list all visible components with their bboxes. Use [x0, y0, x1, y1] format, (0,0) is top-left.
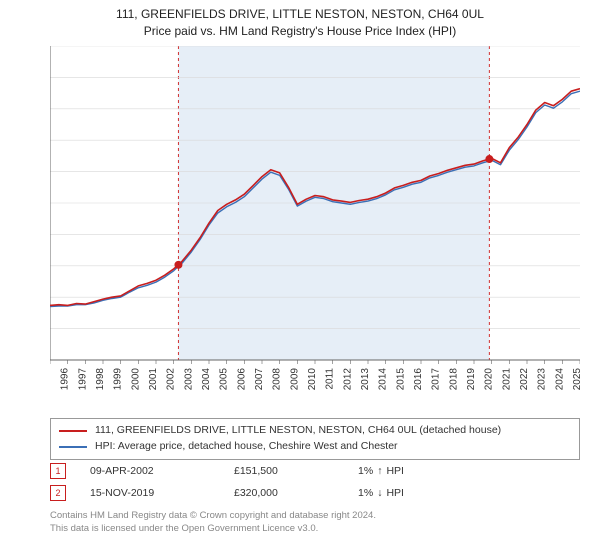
svg-text:2013: 2013 [360, 368, 371, 391]
svg-text:2005: 2005 [219, 368, 230, 391]
svg-text:2011: 2011 [325, 368, 336, 390]
svg-text:1995: 1995 [50, 368, 53, 391]
svg-text:2016: 2016 [413, 368, 424, 391]
transaction-marker-2-num: 2 [55, 488, 60, 498]
title-line-1: 111, GREENFIELDS DRIVE, LITTLE NESTON, N… [0, 6, 600, 23]
svg-text:2020: 2020 [484, 368, 495, 391]
footer-line-1: Contains HM Land Registry data © Crown c… [50, 510, 580, 523]
svg-text:2017: 2017 [431, 368, 442, 391]
legend-item-hpi: HPI: Average price, detached house, Ches… [59, 439, 571, 455]
chart-title-block: 111, GREENFIELDS DRIVE, LITTLE NESTON, N… [0, 0, 600, 40]
transaction-date: 15-NOV-2019 [90, 487, 210, 499]
legend: 111, GREENFIELDS DRIVE, LITTLE NESTON, N… [50, 418, 580, 460]
transactions-table: 1 09-APR-2002 £151,500 1% ↑ HPI 2 15-NOV… [50, 460, 580, 504]
svg-text:2003: 2003 [183, 368, 194, 391]
svg-text:2021: 2021 [501, 368, 512, 391]
transaction-hpi-label: HPI [386, 487, 404, 499]
transaction-row: 2 15-NOV-2019 £320,000 1% ↓ HPI [50, 482, 580, 504]
transaction-hpi-pct: 1% [358, 465, 373, 477]
svg-text:2024: 2024 [554, 368, 565, 391]
legend-label-property: 111, GREENFIELDS DRIVE, LITTLE NESTON, N… [95, 423, 501, 439]
svg-text:1999: 1999 [113, 368, 124, 391]
svg-text:2000: 2000 [130, 368, 141, 391]
svg-text:1997: 1997 [77, 368, 88, 391]
footer-attribution: Contains HM Land Registry data © Crown c… [50, 510, 580, 536]
transaction-hpi: 1% ↑ HPI [358, 465, 404, 477]
transaction-marker-2: 2 [50, 485, 66, 501]
svg-text:2006: 2006 [236, 368, 247, 391]
legend-swatch-hpi [59, 446, 87, 448]
legend-swatch-property [59, 430, 87, 432]
svg-text:2012: 2012 [342, 368, 353, 391]
transaction-price: £320,000 [234, 487, 334, 499]
title-line-2: Price paid vs. HM Land Registry's House … [0, 23, 600, 40]
svg-text:2014: 2014 [378, 368, 389, 391]
svg-text:2022: 2022 [519, 368, 530, 391]
arrow-up-icon: ↑ [377, 465, 382, 477]
svg-text:2025: 2025 [572, 368, 580, 391]
footer-line-2: This data is licensed under the Open Gov… [50, 523, 580, 536]
svg-text:2019: 2019 [466, 368, 477, 391]
transaction-hpi: 1% ↓ HPI [358, 487, 404, 499]
transaction-marker-1-num: 1 [55, 466, 60, 476]
transaction-hpi-pct: 1% [358, 487, 373, 499]
price-chart: £0£50K£100K£150K£200K£250K£300K£350K£400… [50, 46, 580, 406]
svg-text:1996: 1996 [60, 368, 71, 391]
svg-text:2009: 2009 [289, 368, 300, 391]
transaction-date: 09-APR-2002 [90, 465, 210, 477]
legend-item-property: 111, GREENFIELDS DRIVE, LITTLE NESTON, N… [59, 423, 571, 439]
transaction-hpi-label: HPI [386, 465, 404, 477]
svg-text:2002: 2002 [166, 368, 177, 391]
svg-text:2015: 2015 [395, 368, 406, 391]
svg-text:1998: 1998 [95, 368, 106, 391]
svg-text:2010: 2010 [307, 368, 318, 391]
svg-text:2023: 2023 [537, 368, 548, 391]
transaction-row: 1 09-APR-2002 £151,500 1% ↑ HPI [50, 460, 580, 482]
svg-text:2008: 2008 [272, 368, 283, 391]
legend-label-hpi: HPI: Average price, detached house, Ches… [95, 439, 398, 455]
transaction-marker-1: 1 [50, 463, 66, 479]
svg-text:2007: 2007 [254, 368, 265, 391]
svg-text:2004: 2004 [201, 368, 212, 391]
arrow-down-icon: ↓ [377, 487, 382, 499]
svg-text:2001: 2001 [148, 368, 159, 391]
transaction-price: £151,500 [234, 465, 334, 477]
svg-text:2018: 2018 [448, 368, 459, 391]
